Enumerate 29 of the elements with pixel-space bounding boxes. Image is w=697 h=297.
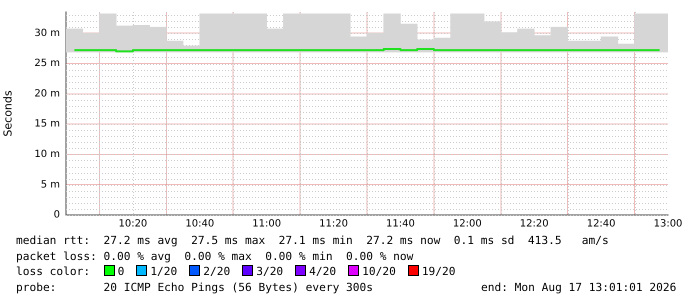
y-axis-title: Seconds	[1, 90, 14, 137]
y-tick-label: 20 m	[34, 88, 60, 100]
y-tick-label: 15 m	[34, 118, 60, 130]
x-tick-label: 11:00	[252, 218, 282, 230]
x-tick-label: 13:00	[654, 218, 682, 230]
text: probe: 20 ICMP Echo Pings (56 Bytes) every 300s	[16, 280, 373, 294]
y-tick-label: 10 m	[34, 148, 60, 160]
y-tick-label: 0	[54, 210, 60, 221]
text: 10/20	[362, 265, 396, 278]
x-tick-label: 10:40	[185, 218, 214, 230]
text: 2/20	[203, 265, 230, 278]
text: 0	[118, 265, 124, 278]
text: median rtt: 27.2 ms avg 27.5 ms max 27.1 ms min 27.2 ms now 0.1 ms sd 413.5 am/s	[16, 233, 609, 248]
x-tick-label: 12:00	[452, 218, 482, 230]
y-tick-label: 30 m	[34, 28, 60, 39]
text: loss color:	[16, 265, 90, 278]
x-tick-label: 11:40	[386, 218, 415, 230]
x-tick-label: 12:20	[520, 218, 549, 230]
text: 1/20	[150, 265, 178, 278]
y-tick-label: 25 m	[34, 58, 60, 70]
x-tick-label: 11:20	[319, 218, 348, 230]
text: 4/20	[309, 265, 336, 278]
x-tick-label: 10:20	[118, 218, 148, 230]
text: 3/20	[256, 265, 284, 278]
text: 19/20	[422, 265, 456, 278]
text: packet loss: 0.00 % avg 0.00 % max 0.00 % min 0.00 % now	[16, 248, 414, 264]
text: end: Mon Aug 17 13:01:01 2026	[481, 280, 676, 295]
y-tick-label: 5 m	[40, 179, 60, 190]
x-tick-label: 12:40	[586, 218, 616, 230]
